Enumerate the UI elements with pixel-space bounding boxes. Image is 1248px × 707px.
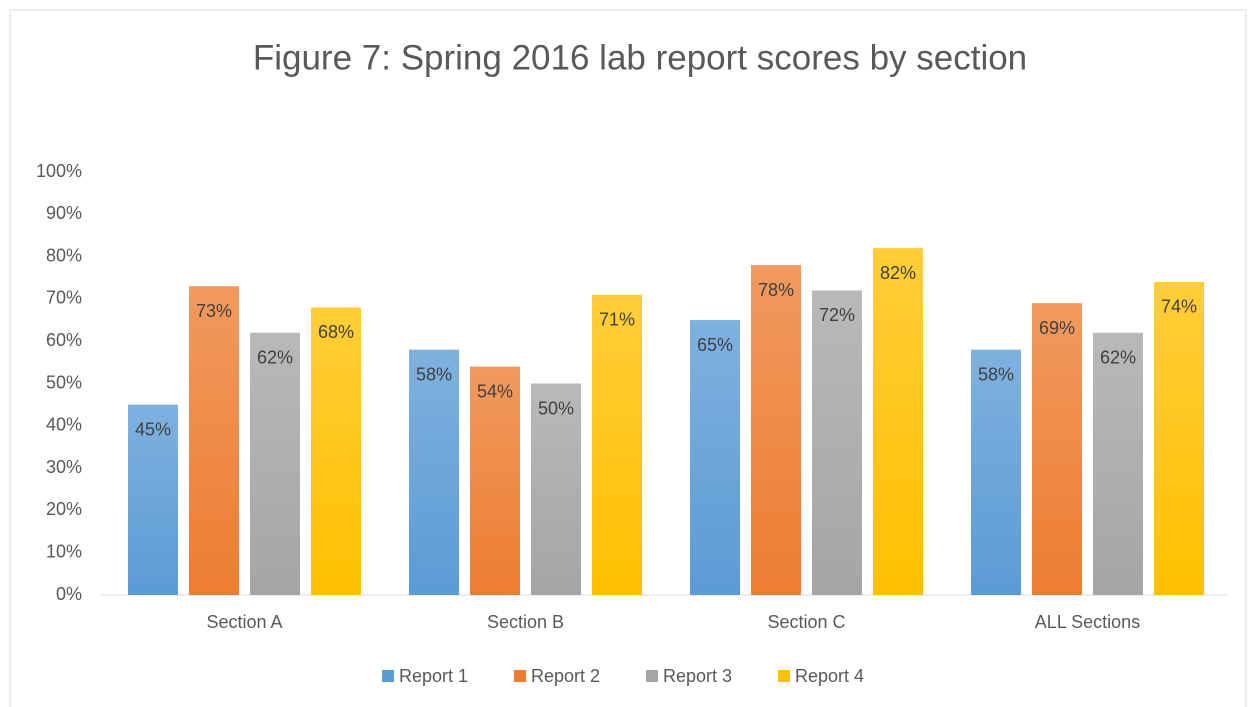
legend-label: Report 3 <box>663 666 732 686</box>
legend-label: Report 4 <box>795 666 864 686</box>
bar <box>971 349 1021 595</box>
value-label: 58% <box>416 364 452 384</box>
bar <box>592 294 642 595</box>
value-label: 50% <box>538 398 574 418</box>
value-label: 68% <box>318 322 354 342</box>
legend-swatch <box>382 670 394 682</box>
chart-border <box>9 9 1247 707</box>
value-label: 69% <box>1039 318 1075 338</box>
y-tick-label: 100% <box>36 161 82 181</box>
bar <box>409 349 459 595</box>
bar <box>873 248 923 595</box>
value-label: 58% <box>978 364 1014 384</box>
bar <box>470 366 520 595</box>
chart-title: Figure 7: Spring 2016 lab report scores … <box>253 38 1027 77</box>
bar <box>690 320 740 595</box>
value-label: 73% <box>196 301 232 321</box>
y-tick-label: 10% <box>46 541 82 561</box>
value-label: 65% <box>697 335 733 355</box>
legend-swatch <box>646 670 658 682</box>
x-tick-label: Section A <box>206 612 282 632</box>
legend-swatch <box>778 670 790 682</box>
legend-swatch <box>514 670 526 682</box>
y-tick-label: 80% <box>46 245 82 265</box>
y-tick-label: 50% <box>46 372 82 392</box>
value-label: 45% <box>135 419 171 439</box>
bar <box>1093 332 1143 595</box>
y-tick-label: 70% <box>46 288 82 308</box>
bar <box>1032 303 1082 595</box>
y-tick-label: 30% <box>46 457 82 477</box>
bar <box>189 286 239 595</box>
value-label: 62% <box>257 347 293 367</box>
y-tick-label: 40% <box>46 415 82 435</box>
bar <box>311 307 361 595</box>
value-label: 71% <box>599 309 635 329</box>
x-tick-label: Section C <box>767 612 845 632</box>
value-label: 82% <box>880 263 916 283</box>
value-label: 78% <box>758 280 794 300</box>
value-label: 72% <box>819 305 855 325</box>
y-tick-label: 20% <box>46 499 82 519</box>
y-tick-label: 90% <box>46 203 82 223</box>
bar <box>1154 281 1204 595</box>
bar <box>250 332 300 595</box>
legend-label: Report 1 <box>399 666 468 686</box>
legend-label: Report 2 <box>531 666 600 686</box>
bar <box>531 383 581 595</box>
x-tick-label: Section B <box>487 612 564 632</box>
bar <box>812 290 862 595</box>
value-label: 62% <box>1100 347 1136 367</box>
value-label: 74% <box>1161 297 1197 317</box>
y-tick-label: 60% <box>46 330 82 350</box>
y-tick-label: 0% <box>56 584 82 604</box>
x-tick-label: ALL Sections <box>1035 612 1140 632</box>
bar <box>751 265 801 595</box>
value-label: 54% <box>477 381 513 401</box>
bar <box>128 404 178 595</box>
